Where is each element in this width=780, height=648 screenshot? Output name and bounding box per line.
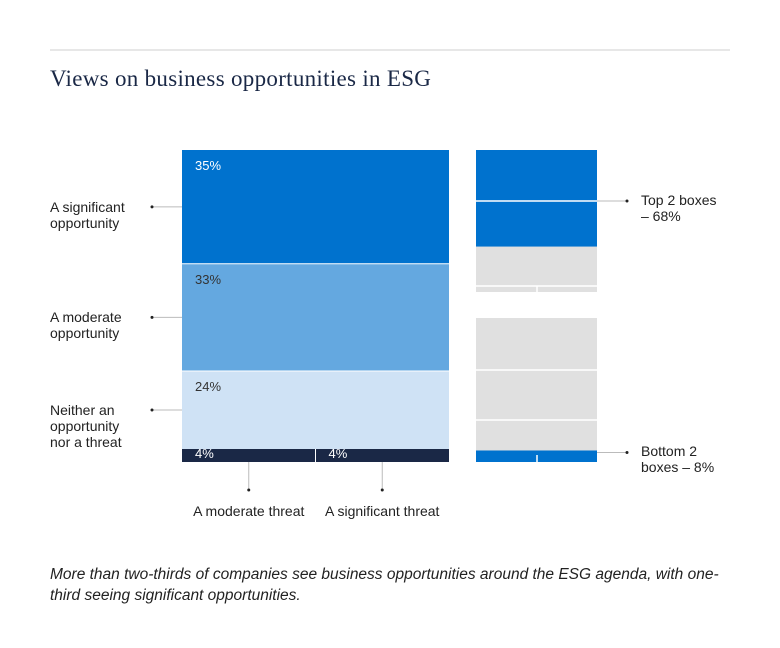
caption: More than two-thirds of companies see bu…: [50, 566, 719, 604]
value-label: 35%: [195, 158, 221, 173]
leader-dot: [150, 408, 154, 412]
leader-dot: [150, 205, 154, 209]
value-label: 33%: [195, 272, 221, 287]
category-label: A significant opportunity: [50, 198, 125, 231]
value-label: 24%: [195, 379, 221, 394]
segment: [182, 449, 316, 462]
summary-background: [476, 318, 597, 462]
category-label: A moderate opportunity: [50, 309, 122, 342]
chart-title: Views on business opportunities in ESG: [50, 66, 432, 91]
segment: [182, 150, 449, 264]
value-label: 4%: [329, 446, 348, 461]
category-label: A significant threat: [325, 503, 440, 519]
leader-dot: [380, 488, 384, 492]
summary-label: Bottom 2 boxes – 8%: [641, 443, 715, 476]
category-label: Neither an opportunity nor a threat: [50, 402, 122, 450]
leader-dot: [625, 199, 629, 203]
segment: [182, 263, 449, 371]
value-label: 4%: [195, 446, 214, 461]
leader-dot: [150, 315, 154, 319]
segment: [182, 371, 449, 449]
summary-label: Top 2 boxes – 68%: [641, 192, 717, 224]
summary-bar: [476, 150, 597, 247]
segment: [315, 449, 449, 462]
category-label: A moderate threat: [193, 503, 305, 519]
leader-dot: [247, 488, 251, 492]
leader-dot: [625, 450, 629, 454]
